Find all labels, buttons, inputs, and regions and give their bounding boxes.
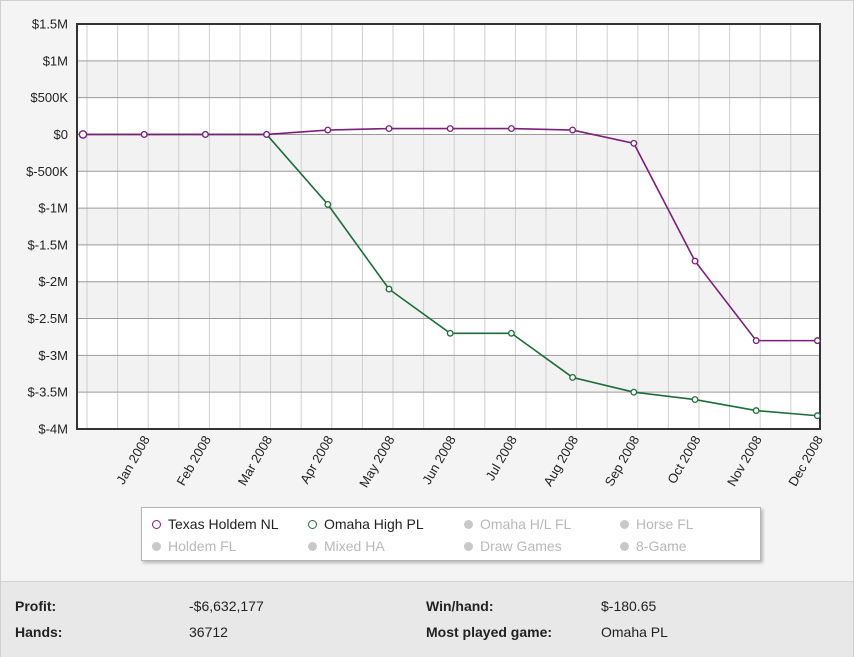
legend-item-holdem-fl[interactable]: Holdem FL (152, 538, 236, 554)
legend-label: 8-Game (636, 538, 687, 554)
legend-item-draw-games[interactable]: Draw Games (464, 538, 562, 554)
data-point (813, 337, 821, 345)
y-tick-label: $-3.5M (28, 385, 68, 400)
y-tick-label: $-2.5M (28, 311, 68, 326)
data-point (263, 131, 271, 138)
plot-border (76, 23, 821, 430)
y-tick-label: $-4M (38, 422, 68, 437)
data-point (385, 285, 393, 293)
legend-item-mixed-ha[interactable]: Mixed HA (308, 538, 385, 554)
stats-panel: Profit: -$6,632,177 Hands: 36712 Win/han… (1, 581, 853, 657)
legend-marker-circle-icon (308, 520, 317, 529)
data-point (507, 329, 515, 337)
data-point (691, 257, 699, 265)
profit-value: -$6,632,177 (189, 598, 264, 614)
x-tick-label: May 2008 (356, 433, 398, 490)
profit-line-chart: $1.5M $1M $500K $0 $-500K $-1M $-1.5M $-2M $-2.5… (26, 17, 826, 490)
data-point (752, 337, 760, 345)
legend-marker-dot-icon (464, 520, 473, 529)
legend-label: Texas Holdem NL (168, 516, 279, 532)
data-point (324, 126, 332, 134)
data-point (78, 130, 88, 139)
data-point (630, 139, 638, 147)
grid-band (77, 355, 820, 393)
x-tick-label: Jun 2008 (419, 433, 459, 487)
x-tick-label: Jan 2008 (113, 433, 153, 487)
grid-band (77, 208, 820, 245)
legend-item-8-game[interactable]: 8-Game (620, 538, 687, 554)
data-point (140, 131, 148, 138)
legend-label: Draw Games (480, 538, 562, 554)
legend-label: Omaha H/L FL (480, 516, 572, 532)
y-tick-label: $-1.5M (28, 237, 68, 252)
y-tick-label: $-2M (38, 274, 68, 289)
grid-band (77, 60, 820, 98)
win-per-hand-value: $-180.65 (601, 598, 657, 614)
data-point (446, 329, 454, 337)
legend-item-omaha-hl-fl[interactable]: Omaha H/L FL (464, 516, 571, 532)
x-tick-label: Mar 2008 (235, 433, 275, 488)
grid-band (77, 134, 820, 172)
most-played-game-label: Most played game: (426, 624, 553, 640)
y-tick-label: $1M (43, 53, 68, 68)
y-tick-label: $-500K (26, 164, 68, 179)
legend-item-omaha-high-pl[interactable]: Omaha High PL (308, 516, 424, 532)
data-point (446, 125, 454, 133)
legend-label: Omaha High PL (324, 516, 424, 532)
x-tick-label: Feb 2008 (174, 433, 214, 488)
data-point (691, 396, 699, 403)
x-tick-label: Dec 2008 (785, 433, 826, 489)
x-tick-label: Aug 2008 (540, 433, 581, 489)
y-tick-label: $500K (30, 90, 68, 105)
legend-item-texas-holdem-nl[interactable]: Texas Holdem NL (152, 516, 279, 532)
data-point (385, 125, 393, 133)
legend-marker-circle-icon (152, 520, 161, 529)
legend-label: Mixed HA (324, 538, 385, 554)
data-point (569, 126, 577, 134)
legend-marker-dot-icon (620, 520, 629, 529)
x-tick-label: Apr 2008 (297, 433, 336, 486)
grid-band (77, 281, 820, 319)
hands-value: 36712 (189, 624, 228, 640)
legend-marker-dot-icon (308, 542, 317, 551)
data-point (507, 125, 515, 133)
profit-label: Profit: (15, 598, 57, 614)
y-tick-label: $-3M (38, 348, 68, 363)
data-point (569, 374, 577, 381)
chart-area: $1.5M $1M $500K $0 $-500K $-1M $-1.5M $-2M $-2.5… (1, 1, 853, 581)
most-played-game-value: Omaha PL (601, 624, 668, 640)
hands-label: Hands: (15, 624, 63, 640)
x-tick-label: Sep 2008 (602, 433, 643, 489)
data-point (324, 200, 332, 208)
legend-label: Horse FL (636, 516, 694, 532)
legend-marker-dot-icon (152, 542, 161, 551)
data-point (201, 131, 209, 138)
legend-marker-dot-icon (620, 542, 629, 551)
data-point (630, 388, 638, 396)
y-tick-label: $-1M (38, 201, 68, 216)
win-per-hand-label: Win/hand: (426, 598, 494, 614)
legend-marker-dot-icon (464, 542, 473, 551)
x-tick-label: Nov 2008 (724, 433, 765, 489)
x-tick-label: Jul 2008 (482, 433, 520, 483)
y-tick-label: $1.5M (32, 17, 68, 32)
y-tick-label: $0 (54, 127, 68, 142)
data-point (813, 412, 821, 420)
chart-legend: Texas Holdem NL Omaha High PL Omaha H/L … (141, 507, 761, 561)
legend-item-horse-fl[interactable]: Horse FL (620, 516, 694, 532)
legend-label: Holdem FL (168, 538, 237, 554)
x-tick-label: Oct 2008 (664, 433, 703, 486)
data-point (752, 407, 760, 415)
